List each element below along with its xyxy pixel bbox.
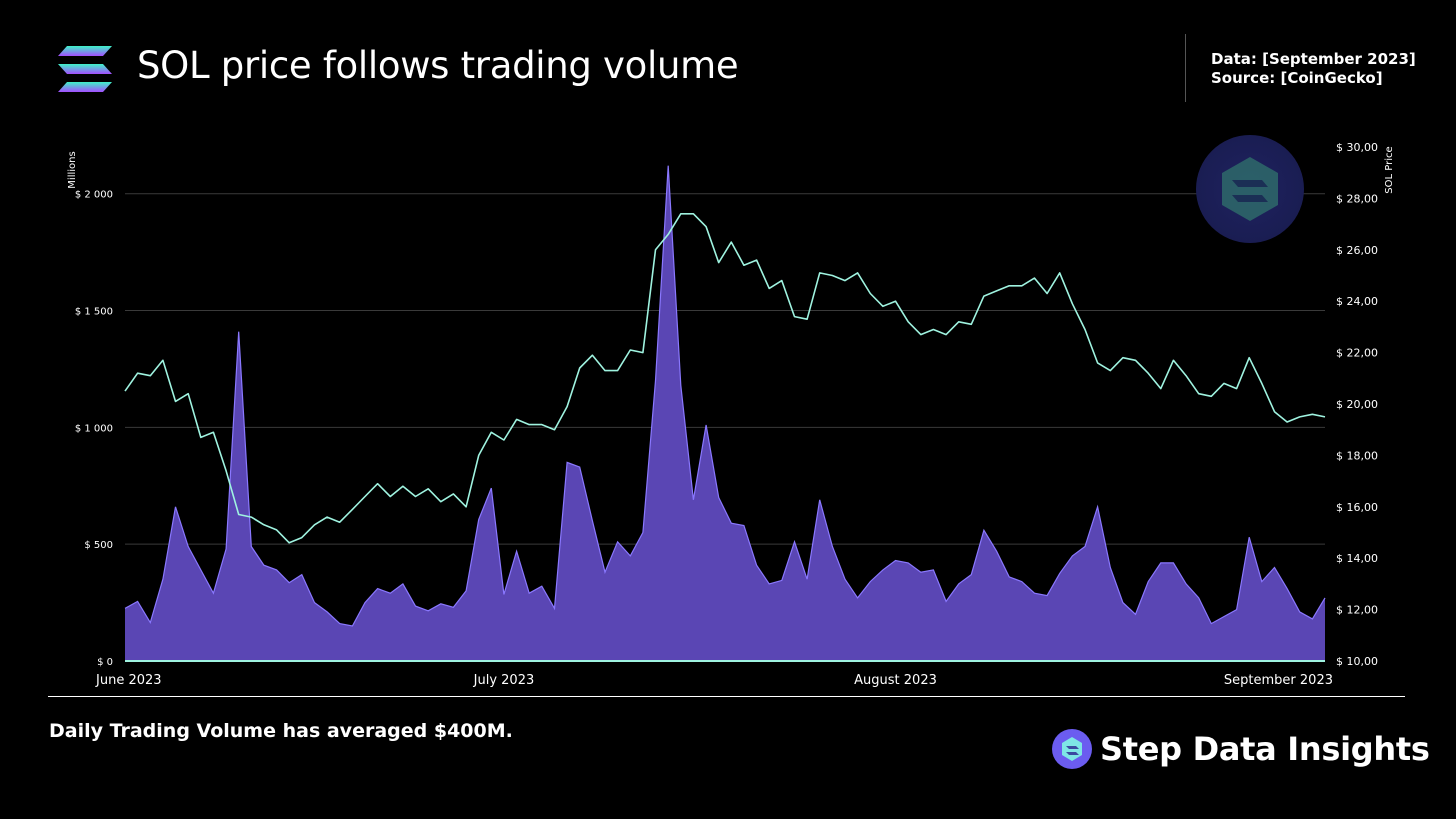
- left-axis-ticks: $ 0 $ 500 $ 1 000 $ 1 500 $ 2 000: [75, 190, 113, 668]
- right-tick-label: $ 16,00: [1336, 501, 1378, 514]
- brand: Step Data Insights: [1052, 728, 1430, 770]
- brand-name: Step Data Insights: [1100, 730, 1430, 768]
- footer-divider: [48, 696, 1405, 697]
- page-title: SOL price follows trading volume: [137, 44, 739, 87]
- x-tick-label: August 2023: [854, 673, 937, 688]
- x-tick-label: June 2023: [95, 673, 162, 688]
- solana-logo: [58, 46, 112, 92]
- right-tick-label: $ 24,00: [1336, 295, 1378, 308]
- left-tick-label: $ 1 000: [75, 423, 113, 434]
- left-tick-label: $ 1 500: [75, 307, 113, 318]
- x-axis-ticks: June 2023 July 2023 August 2023 September 2…: [95, 673, 1333, 688]
- left-tick-label: $ 2 000: [75, 190, 113, 201]
- meta-info: Data: [September 2023] Source: [CoinGeck…: [1211, 50, 1416, 88]
- x-tick-label: September 2023: [1224, 673, 1333, 688]
- price-line: [124, 213, 1326, 544]
- right-tick-label: $ 26,00: [1336, 244, 1378, 257]
- x-tick-label: July 2023: [473, 673, 535, 688]
- right-tick-label: $ 12,00: [1336, 604, 1378, 617]
- right-tick-label: $ 20,00: [1336, 398, 1378, 411]
- data-period-label: Data: [September 2023]: [1211, 50, 1416, 68]
- step-logo-icon: [1052, 729, 1092, 769]
- right-axis-ticks: $ 10,00 $ 12,00 $ 14,00 $ 16,00 $ 18,00 $ 20,…: [1336, 141, 1378, 668]
- left-axis-label: Millions: [67, 151, 78, 188]
- right-axis-label: SOL Price: [1384, 146, 1395, 193]
- header-divider: [1185, 34, 1186, 102]
- summary-note: Daily Trading Volume has averaged $400M.: [49, 720, 513, 742]
- left-tick-label: $ 0: [97, 657, 113, 668]
- right-tick-label: $ 18,00: [1336, 449, 1378, 462]
- left-tick-label: $ 500: [84, 540, 113, 551]
- step-watermark-icon: [1196, 135, 1304, 243]
- chart: $ 0$ 500$ 1 000$ 1 500$ 2 000 $ 10,00$ 1…: [67, 135, 1395, 688]
- volume-area: [124, 165, 1326, 662]
- price-line-path: [124, 213, 1326, 544]
- source-label: Source: [CoinGecko]: [1211, 69, 1383, 87]
- right-tick-label: $ 10,00: [1336, 655, 1378, 668]
- right-tick-label: $ 22,00: [1336, 347, 1378, 360]
- right-tick-label: $ 28,00: [1336, 192, 1378, 205]
- volume-area-fill: [125, 165, 1325, 661]
- right-tick-label: $ 30,00: [1336, 141, 1378, 154]
- volume-area-edge: [124, 165, 1326, 627]
- right-tick-label: $ 14,00: [1336, 552, 1378, 565]
